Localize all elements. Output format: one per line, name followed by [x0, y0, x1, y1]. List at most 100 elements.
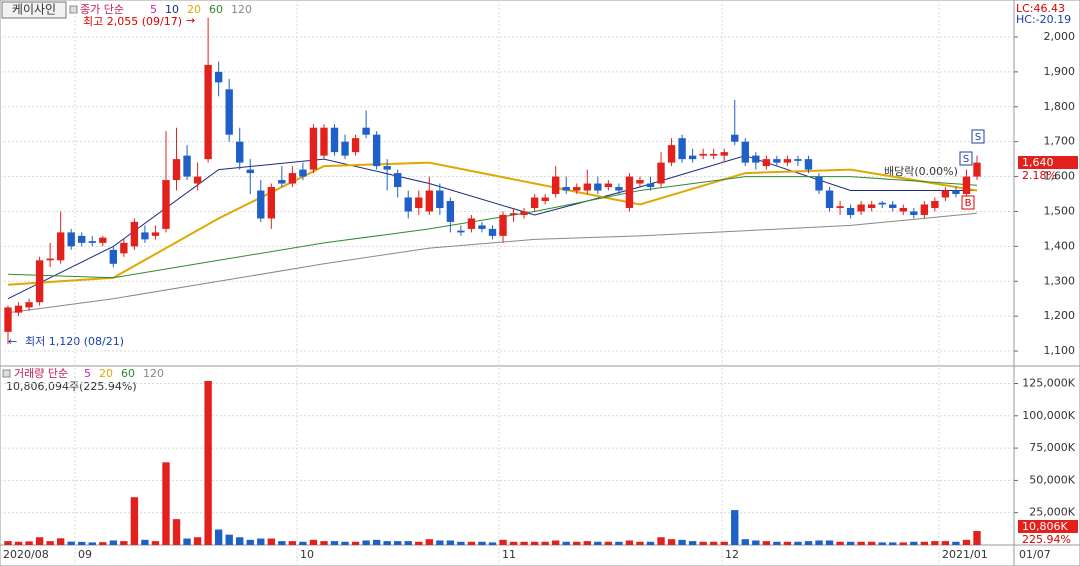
y-tick-label: 75,000K — [1029, 441, 1075, 454]
y-tick-label: 125,000K — [1022, 377, 1075, 390]
volume-bar — [372, 539, 381, 545]
volume-bar — [573, 541, 581, 545]
volume-bar — [552, 540, 560, 545]
candle-body — [88, 241, 96, 243]
volume-ratio: 225.94% — [1022, 533, 1071, 546]
last-price: 1,640 — [1022, 156, 1054, 169]
volume-bar — [183, 538, 191, 545]
signal-box — [961, 195, 975, 210]
last-volume: 10,806K — [1022, 520, 1068, 533]
volume-bar — [267, 538, 276, 545]
volume-bar — [499, 539, 507, 545]
volume-bar — [467, 541, 476, 545]
candle-body — [741, 141, 749, 163]
candle-body — [4, 307, 12, 332]
candle-body — [657, 162, 665, 184]
candle-body — [794, 159, 802, 161]
candle-body — [299, 169, 307, 177]
candle-body — [246, 169, 254, 174]
volume-bar — [109, 540, 118, 545]
y-tick-label: 1,300 — [1044, 274, 1076, 287]
y-tick-label: 1,500 — [1044, 204, 1076, 217]
volume-bar — [404, 541, 412, 545]
candle-body — [25, 302, 33, 308]
volume-bar — [846, 541, 855, 545]
candle-body — [541, 197, 549, 201]
volume-bar — [478, 541, 486, 545]
volume-bar — [78, 541, 86, 545]
high-arrow: → — [186, 14, 195, 27]
candle-body — [762, 159, 771, 167]
volume-bar — [204, 380, 212, 545]
ma-legend-title: 종가 단순 — [80, 3, 124, 16]
volume-bar — [415, 541, 423, 545]
volume-bar — [25, 541, 33, 545]
volume-bar — [488, 542, 497, 545]
volume-bar — [952, 541, 960, 545]
candle-body — [172, 159, 181, 181]
volume-bar — [4, 541, 12, 545]
candle-body — [320, 127, 328, 156]
volume-bar — [530, 541, 539, 545]
candle-body — [309, 127, 318, 170]
candle-body — [499, 214, 507, 236]
candle-body — [625, 176, 634, 208]
high-note: 최고 2,055 (09/17) — [83, 15, 182, 28]
volume-bar — [657, 537, 665, 545]
volume-bar — [867, 541, 876, 545]
y-tick-label: 1,900 — [1044, 65, 1076, 78]
candle-body — [889, 204, 897, 208]
candle-body — [878, 202, 886, 205]
volume-bar — [562, 541, 570, 545]
candle-body — [667, 145, 676, 163]
y-tick-label: 25,000K — [1029, 506, 1075, 519]
candle-body — [415, 197, 423, 208]
date-label: 2020/08 — [3, 548, 49, 561]
candle-body — [815, 176, 823, 191]
candle-body — [583, 183, 591, 191]
volume-bar — [962, 539, 971, 545]
volume-bar — [741, 539, 749, 545]
volume-bar — [594, 541, 602, 545]
volume-bar — [330, 541, 339, 545]
candle-body — [562, 187, 570, 191]
volume-bar — [246, 539, 254, 545]
name-box[interactable] — [1, 1, 67, 19]
candle-body — [372, 134, 381, 167]
candle-body — [151, 232, 160, 236]
candle-body — [573, 187, 581, 191]
volume-bar — [825, 540, 834, 545]
candle-body — [141, 232, 149, 240]
volume-bar — [141, 539, 149, 545]
ma-line — [7, 176, 978, 279]
legend-icon — [2, 369, 11, 378]
volume-bar — [257, 538, 265, 545]
volume-bar — [625, 540, 634, 545]
volume-bar — [299, 541, 307, 545]
last-volume-box — [1018, 520, 1078, 533]
candle-body — [467, 218, 476, 229]
candle-body — [973, 162, 981, 177]
candle-body — [267, 187, 276, 219]
candle-body — [193, 176, 202, 184]
volume-bar — [583, 541, 591, 545]
candle-body — [678, 138, 686, 160]
candle-body — [130, 221, 139, 247]
candle-body — [278, 180, 286, 184]
volume-bar — [899, 542, 907, 545]
hc: HC:-20.19 — [1016, 13, 1071, 26]
volume-bar — [56, 538, 65, 545]
last-price-box — [1018, 156, 1078, 169]
candle-body — [699, 153, 707, 156]
volume-bar — [604, 541, 613, 545]
legend-icon — [69, 5, 78, 14]
volume-bar — [878, 542, 886, 545]
volume-bar — [35, 537, 44, 545]
volume-bar — [709, 541, 718, 545]
y-tick-label: 2,000 — [1044, 30, 1076, 43]
volume-bar — [394, 541, 402, 545]
volume-bar — [320, 541, 328, 545]
y-tick-label: 1,800 — [1044, 100, 1076, 113]
volume-bar — [172, 519, 181, 545]
ma-legend-item: 120 — [231, 3, 252, 16]
